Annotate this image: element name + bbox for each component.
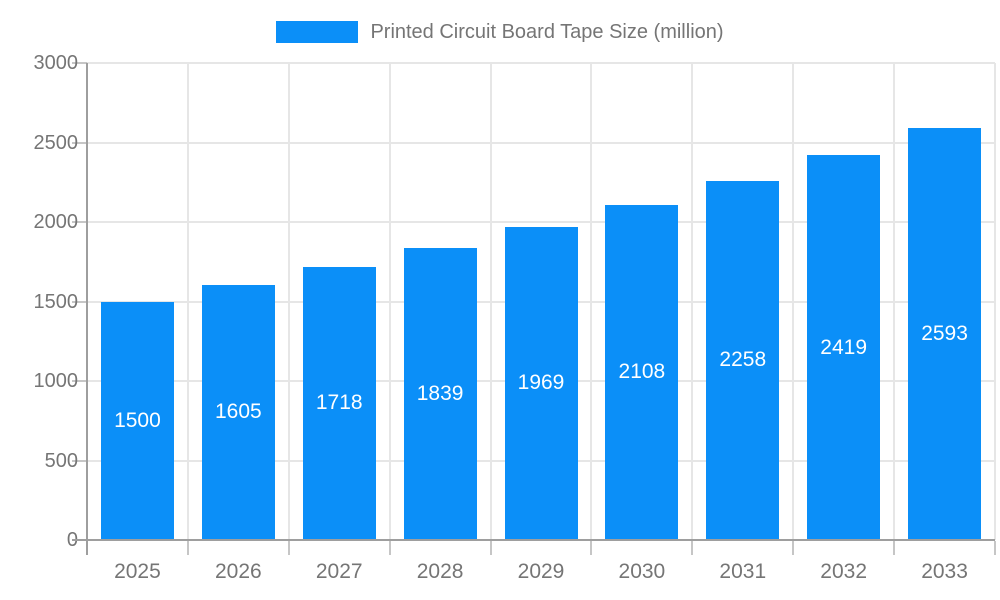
x-axis-label: 2032 xyxy=(820,560,868,583)
bar-value-label: 1605 xyxy=(214,400,262,424)
x-axis-label: 2031 xyxy=(719,560,767,583)
x-axis-label: 2027 xyxy=(315,560,363,583)
x-axis-line xyxy=(72,539,995,541)
y-tick xyxy=(72,62,87,64)
legend-label: Printed Circuit Board Tape Size (million… xyxy=(370,21,724,43)
y-axis-label: 0 xyxy=(0,528,78,552)
x-axis-label: 2028 xyxy=(416,560,464,583)
x-tick xyxy=(186,541,189,555)
x-grid-line xyxy=(186,63,189,540)
bar-2032[interactable] xyxy=(807,155,881,540)
bar-value-label: 1718 xyxy=(315,391,363,415)
x-grid-line xyxy=(893,63,896,540)
x-axis-label: 2029 xyxy=(517,560,565,583)
y-tick xyxy=(72,141,87,144)
x-axis-label: 2026 xyxy=(214,560,262,583)
bar-2033[interactable] xyxy=(908,127,982,540)
y-axis-line xyxy=(86,63,88,555)
x-grid-line xyxy=(994,63,996,540)
y-grid-line xyxy=(87,62,995,64)
x-tick xyxy=(489,541,492,555)
bar-2026[interactable] xyxy=(201,284,275,540)
y-grid-line xyxy=(87,221,995,223)
x-grid-line xyxy=(287,63,290,540)
x-tick xyxy=(388,541,391,555)
x-grid-line xyxy=(691,63,694,540)
x-grid-line xyxy=(388,63,391,540)
x-tick xyxy=(792,541,795,555)
y-axis-label: 500 xyxy=(44,449,78,472)
y-axis-label: 2000 xyxy=(33,211,79,233)
y-grid-line xyxy=(87,141,995,144)
y-tick xyxy=(72,300,87,303)
x-tick xyxy=(590,541,593,555)
x-tick xyxy=(893,541,896,555)
bar-value-label: 1839 xyxy=(416,381,464,405)
y-axis-label: 1500 xyxy=(33,290,79,313)
bar-2031[interactable] xyxy=(706,180,780,540)
bar-2027[interactable] xyxy=(302,266,376,540)
bar-value-label: 2108 xyxy=(618,360,666,384)
y-axis-label: 3000 xyxy=(33,52,79,74)
x-axis-label: 2033 xyxy=(921,560,968,583)
y-axis-label: 1000 xyxy=(33,370,79,392)
bar-2028[interactable] xyxy=(403,247,477,540)
y-tick xyxy=(72,380,87,382)
legend-swatch xyxy=(276,21,359,43)
bar-value-label: 1500 xyxy=(114,408,161,432)
bar-value-label: 2593 xyxy=(921,321,968,345)
x-grid-line xyxy=(590,63,593,540)
y-tick xyxy=(72,221,87,223)
bar-value-label: 1969 xyxy=(517,371,565,395)
x-axis-label: 2030 xyxy=(618,560,666,583)
legend[interactable]: Printed Circuit Board Tape Size (million… xyxy=(0,20,1000,44)
bar-2025[interactable] xyxy=(100,301,174,540)
bar-2030[interactable] xyxy=(605,204,679,540)
x-tick xyxy=(287,541,290,555)
x-grid-line xyxy=(792,63,795,540)
y-tick xyxy=(72,459,87,462)
x-tick xyxy=(994,541,996,555)
bar-2029[interactable] xyxy=(504,226,578,540)
x-tick xyxy=(691,541,694,555)
x-axis-label: 2025 xyxy=(114,560,161,583)
bar-value-label: 2419 xyxy=(820,335,868,359)
y-axis-label: 2500 xyxy=(33,131,79,154)
bar-value-label: 2258 xyxy=(719,348,767,372)
x-grid-line xyxy=(489,63,492,540)
